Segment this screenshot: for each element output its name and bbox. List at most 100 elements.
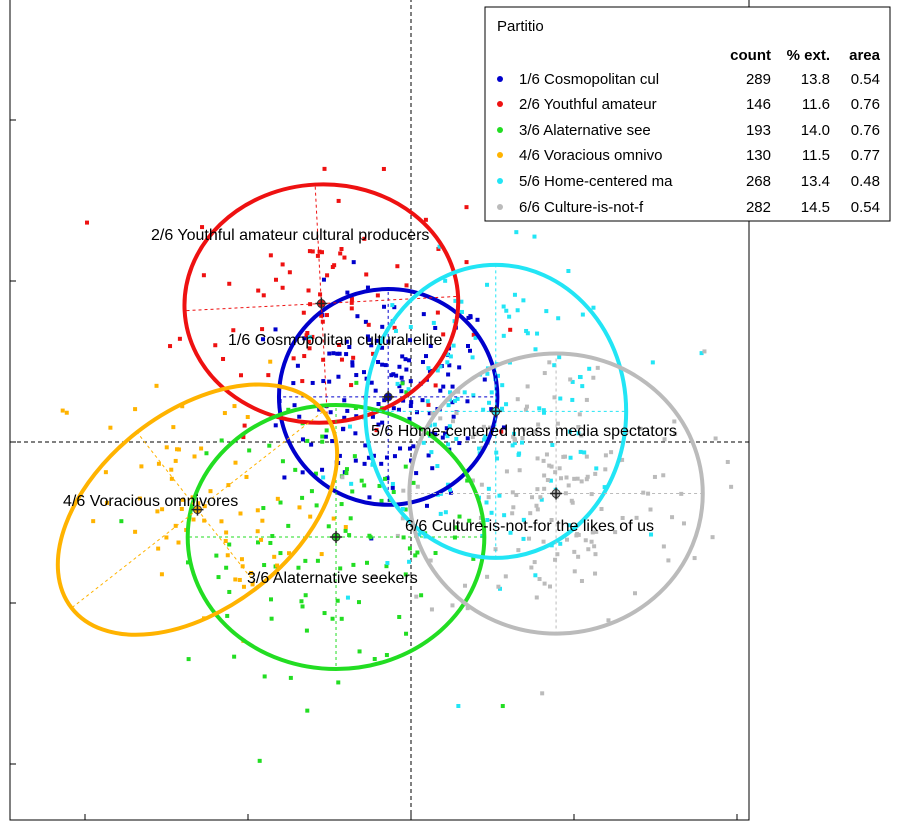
- data-point-3: [403, 464, 408, 469]
- data-point-5: [459, 299, 464, 304]
- data-point-5: [521, 517, 526, 522]
- data-point-2: [499, 429, 504, 434]
- cluster-axis-2: [321, 295, 459, 305]
- data-point-5: [349, 481, 354, 486]
- data-point-6: [503, 574, 508, 579]
- data-point-4: [244, 474, 249, 479]
- data-point-5: [504, 402, 509, 407]
- data-point-5: [532, 234, 537, 239]
- data-point-5: [512, 431, 517, 436]
- data-point-3: [336, 680, 341, 685]
- data-point-5: [577, 374, 582, 379]
- data-point-2: [351, 355, 356, 360]
- data-point-5: [558, 396, 563, 401]
- data-point-1: [446, 372, 451, 377]
- data-point-1: [397, 364, 402, 369]
- data-point-5: [438, 364, 443, 369]
- data-point-5: [484, 500, 489, 505]
- data-point-2: [319, 250, 324, 255]
- data-point-3: [322, 611, 327, 616]
- data-point-1: [335, 351, 340, 356]
- data-point-2: [256, 288, 261, 293]
- data-point-6: [576, 554, 581, 559]
- data-point-3: [348, 516, 353, 521]
- data-point-4: [133, 529, 138, 534]
- data-point-1: [430, 431, 435, 436]
- data-point-3: [415, 550, 420, 555]
- data-point-1: [391, 406, 396, 411]
- data-point-3: [262, 674, 267, 679]
- data-point-6: [593, 552, 598, 557]
- data-point-6: [486, 495, 491, 500]
- data-point-3: [364, 560, 369, 565]
- data-point-6: [534, 595, 539, 600]
- data-point-1: [457, 365, 462, 370]
- data-point-1: [376, 422, 381, 427]
- data-point-1: [421, 312, 426, 317]
- data-point-6: [673, 431, 678, 436]
- label-cluster-5: 5/6 Home-centered mass media spectators: [371, 423, 677, 440]
- data-point-6: [496, 584, 501, 589]
- data-point-3: [304, 628, 309, 633]
- data-point-6: [414, 594, 419, 599]
- data-point-3: [413, 553, 418, 558]
- data-point-3: [280, 459, 285, 464]
- data-point-5: [428, 423, 433, 428]
- data-point-4: [319, 552, 324, 557]
- data-point-6: [450, 603, 455, 608]
- data-point-3: [330, 616, 335, 621]
- data-point-2: [310, 334, 315, 339]
- data-point-5: [345, 595, 350, 600]
- data-point-6: [713, 436, 718, 441]
- data-point-3: [397, 614, 402, 619]
- data-point-5: [446, 442, 451, 447]
- cluster-centers: [191, 297, 563, 543]
- data-point-5: [447, 424, 452, 429]
- data-point-2: [315, 253, 320, 258]
- data-point-3: [204, 451, 209, 456]
- data-point-6: [590, 530, 595, 535]
- data-point-3: [315, 558, 320, 563]
- data-point-6: [589, 539, 594, 544]
- data-point-1: [327, 379, 332, 384]
- data-point-3: [303, 593, 308, 598]
- data-point-1: [374, 338, 379, 343]
- data-point-1: [475, 317, 480, 322]
- data-point-1: [384, 455, 389, 460]
- data-point-4: [171, 425, 176, 430]
- data-point-6: [572, 549, 577, 554]
- data-point-1: [441, 384, 446, 389]
- data-point-6: [470, 478, 475, 483]
- legend-row: 3/6 Alaternative see 193 14.0 0.76: [497, 122, 880, 139]
- data-point-1: [382, 304, 387, 309]
- data-point-3: [119, 519, 124, 524]
- data-point-3: [309, 489, 314, 494]
- data-point-4: [260, 518, 265, 523]
- data-point-6: [648, 507, 653, 512]
- data-point-4: [169, 467, 174, 472]
- data-point-5: [495, 456, 500, 461]
- data-point-1: [424, 354, 429, 359]
- data-point-5: [524, 328, 529, 333]
- data-point-5: [400, 506, 405, 511]
- data-point-3: [372, 657, 377, 662]
- data-point-3: [227, 542, 232, 547]
- data-point-5: [525, 331, 530, 336]
- data-point-2: [307, 346, 312, 351]
- legend-area: 0.48: [851, 173, 880, 190]
- data-point-4: [164, 445, 169, 450]
- data-point-2: [280, 285, 285, 290]
- data-point-5: [406, 387, 411, 392]
- data-point-2: [306, 288, 311, 293]
- data-point-1: [347, 344, 352, 349]
- legend-area: 0.77: [851, 147, 880, 164]
- data-point-3: [407, 546, 412, 551]
- data-point-6: [479, 482, 484, 487]
- legend-ext: 13.4: [801, 173, 830, 190]
- data-point-4: [155, 509, 160, 514]
- data-point-4: [180, 497, 185, 502]
- data-point-5: [482, 437, 487, 442]
- data-point-3: [300, 495, 305, 500]
- data-point-1: [427, 368, 432, 373]
- data-point-1: [350, 360, 355, 365]
